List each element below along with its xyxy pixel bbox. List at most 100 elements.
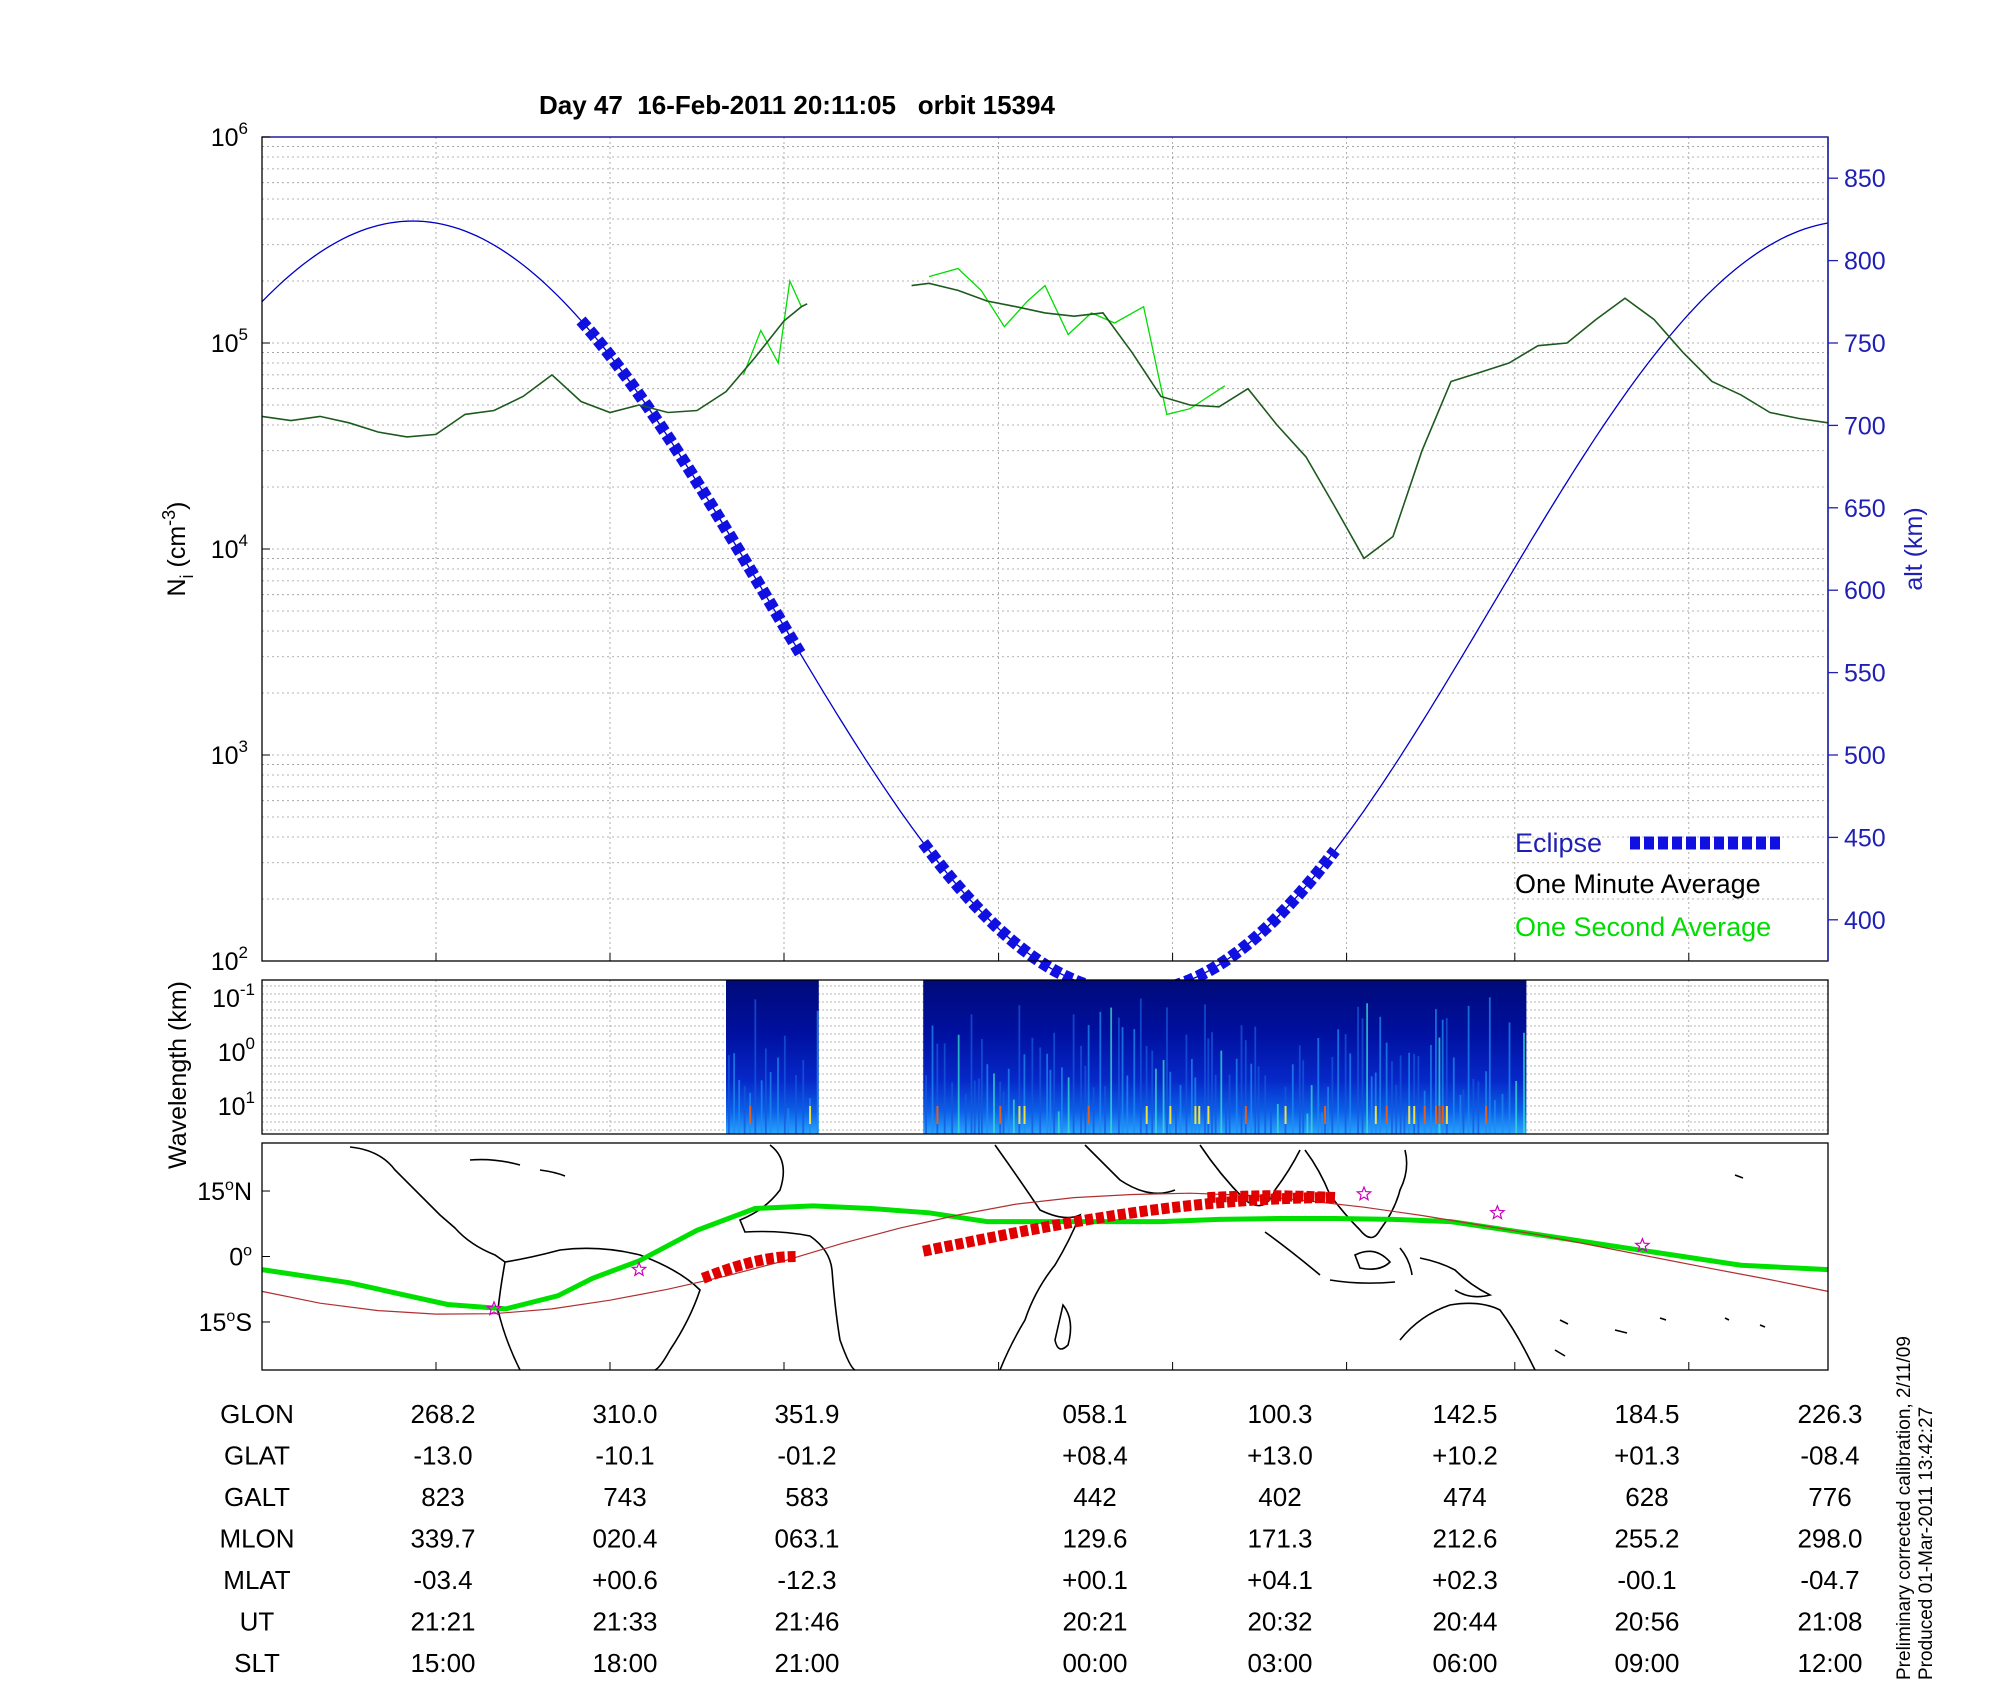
density-grid xyxy=(262,137,1828,961)
table-cell: +00.1 xyxy=(1062,1565,1128,1595)
spectrogram-streak xyxy=(783,1035,786,1134)
tick-exp: 6 xyxy=(239,119,248,138)
spectrogram-streak xyxy=(1501,1093,1504,1134)
map-y-tick-label: 15oN xyxy=(197,1177,252,1206)
tick-base: 10 xyxy=(218,1039,246,1067)
spectrogram-streak xyxy=(1185,1034,1188,1134)
spectrogram-streak xyxy=(1067,1077,1070,1134)
spectrogram-streak xyxy=(1023,1054,1026,1134)
spectrogram-grid xyxy=(262,980,1828,1134)
spectrogram-streak xyxy=(728,1055,730,1134)
spectrogram-streak xyxy=(1169,1071,1172,1134)
map-y-tick-label: 15oS xyxy=(199,1308,252,1337)
spectrogram-streak xyxy=(1018,1005,1021,1134)
table-cell: 402 xyxy=(1258,1482,1301,1512)
table-cell: 21:08 xyxy=(1797,1607,1862,1637)
spectrogram-streak xyxy=(1399,1055,1402,1134)
spectrogram-streak xyxy=(1357,1006,1359,1134)
spectrogram-streak xyxy=(1403,1105,1406,1134)
spectrogram-streak xyxy=(1179,1084,1182,1134)
table-cell: 058.1 xyxy=(1062,1399,1127,1429)
altitude-y-label: alt (km) xyxy=(1900,507,1928,590)
spectrogram-streak xyxy=(1515,1080,1518,1134)
tick-exp: 4 xyxy=(239,531,248,550)
spectrogram-hotspot xyxy=(1441,1106,1444,1124)
spectrogram-streak xyxy=(1257,1066,1260,1134)
spectrogram-hotspot xyxy=(1023,1106,1026,1124)
spectrogram-streak xyxy=(1151,1050,1154,1134)
spectrogram-streak xyxy=(986,1064,989,1134)
spectrogram-streak xyxy=(1084,1065,1087,1134)
density-y-tick-label: 105 xyxy=(211,325,248,358)
table-row-label: UT xyxy=(240,1607,275,1637)
map-eclipse-segment xyxy=(1207,1190,1336,1204)
tick-exp: 5 xyxy=(239,325,248,344)
spectrogram-streak xyxy=(1493,1100,1496,1134)
legend: Eclipse One Minute Average One Second Av… xyxy=(1515,828,1782,942)
table-cell: 20:44 xyxy=(1432,1607,1497,1637)
altitude-y-tick-label: 800 xyxy=(1844,248,1886,276)
spectrogram-streak xyxy=(1385,1042,1388,1134)
density-y-tick-label: 104 xyxy=(211,531,248,564)
tick-base: 10 xyxy=(211,536,239,564)
table-cell: 03:00 xyxy=(1247,1648,1312,1678)
spectrogram-streak xyxy=(1485,1071,1487,1134)
table-cell: 18:00 xyxy=(592,1648,657,1678)
density-y-label-n: N xyxy=(163,578,191,596)
spectrogram-streak xyxy=(1072,1014,1075,1134)
ground-track-green xyxy=(261,1203,1829,1312)
eclipse-segment xyxy=(576,316,807,659)
density-y-tick-label: 102 xyxy=(211,943,248,976)
spectrogram-streak xyxy=(777,1057,779,1134)
table-row-label: GLAT xyxy=(224,1441,290,1471)
tick-exp: 0 xyxy=(246,1034,255,1053)
spectrogram-streak xyxy=(1462,1089,1465,1134)
tick-base: 10 xyxy=(211,124,239,152)
spectrogram-streak xyxy=(1244,1040,1247,1134)
tick-degree-sign: o xyxy=(226,1308,235,1325)
table-cell: 20:32 xyxy=(1247,1607,1312,1637)
spectrogram-streak xyxy=(1459,1094,1462,1134)
tick-hemisphere: N xyxy=(234,1178,252,1206)
spectrogram-streak xyxy=(1441,1019,1444,1134)
spectrogram-streak xyxy=(738,1079,741,1134)
spectrogram-streak xyxy=(1175,1107,1177,1134)
table-cell: 129.6 xyxy=(1062,1524,1127,1554)
spectrogram-hotspot xyxy=(1435,1106,1438,1124)
spectrogram-hotspot xyxy=(1244,1106,1247,1124)
tick-base: 10 xyxy=(211,948,239,976)
spectrogram-streak xyxy=(1225,1104,1227,1134)
spectrogram-hotspot xyxy=(1385,1106,1388,1124)
legend-minute: One Minute Average xyxy=(1515,869,1761,899)
tick-degree-sign: o xyxy=(225,1177,234,1194)
coast-indonesia xyxy=(1264,1231,1493,1298)
table-cell: 171.3 xyxy=(1247,1524,1312,1554)
spectrogram-streak xyxy=(1254,1026,1257,1134)
table-cell: 21:33 xyxy=(592,1607,657,1637)
table-cell: +10.2 xyxy=(1432,1441,1498,1471)
spectrogram-frame xyxy=(261,979,1829,1135)
spectrogram-streak xyxy=(769,1071,772,1134)
station-star-icon xyxy=(485,1300,503,1316)
table-cell: 298.0 xyxy=(1797,1524,1862,1554)
spectrogram-streak xyxy=(754,999,757,1134)
table-cell: 823 xyxy=(421,1482,464,1512)
coast-australia xyxy=(1399,1302,1536,1371)
spectrogram-streak xyxy=(970,1014,973,1134)
tick-base: 10 xyxy=(211,330,239,358)
spectrogram-streak xyxy=(1194,1077,1197,1134)
table-cell: 00:00 xyxy=(1062,1648,1127,1678)
altitude-y-tick-label: 850 xyxy=(1844,165,1886,193)
spectrogram-streak xyxy=(1139,998,1142,1134)
table-cell: +01.3 xyxy=(1614,1441,1680,1471)
spectrogram-hotspot xyxy=(1087,1106,1090,1124)
altitude-y-tick-label: 650 xyxy=(1844,495,1886,523)
spectrogram-streak xyxy=(1435,1009,1437,1134)
density-y-label: Ni (cm-3) xyxy=(159,501,197,596)
spectrogram-streak xyxy=(1395,1084,1398,1134)
spectrogram-streak xyxy=(1053,1032,1056,1134)
spectrogram-hotspot xyxy=(749,1106,752,1124)
station-star-icon xyxy=(630,1260,648,1277)
one-second-average-line xyxy=(928,267,1226,416)
